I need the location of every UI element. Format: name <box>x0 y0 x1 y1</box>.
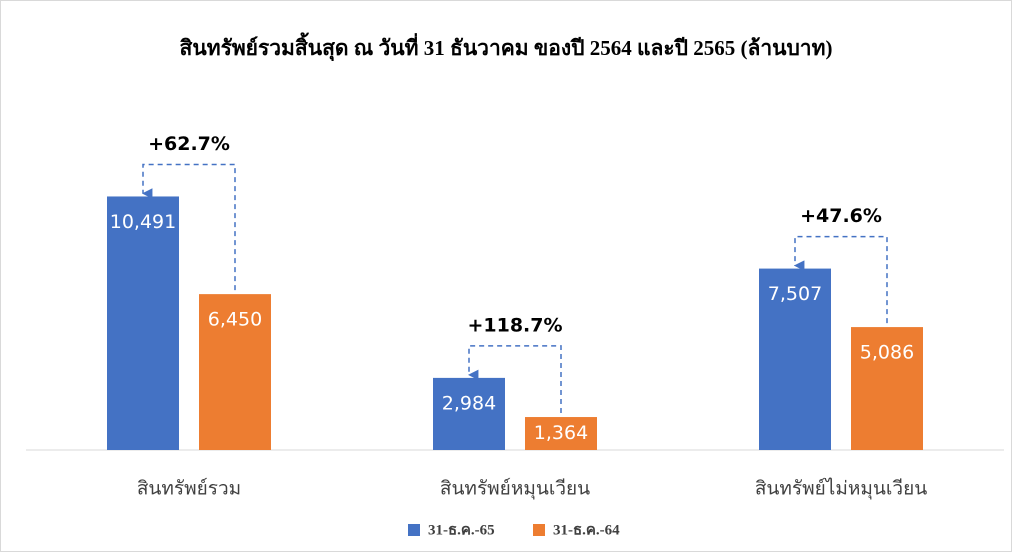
chart-title: สินทรัพย์รวมสิ้นสุด ณ วันที่ 31 ธันวาคม … <box>179 32 832 62</box>
change-arrow <box>793 235 888 324</box>
value-label: 7,507 <box>768 283 822 305</box>
legend-swatch <box>533 524 545 536</box>
legend-swatch <box>408 524 420 536</box>
value-label: 1,364 <box>534 422 588 444</box>
bar <box>851 327 923 450</box>
legend-label: 31-ธ.ค.-65 <box>428 522 495 538</box>
change-label: +118.7% <box>467 314 562 336</box>
value-label: 2,984 <box>442 392 496 414</box>
change-label: +47.6% <box>800 205 882 227</box>
change-label: +62.7% <box>148 133 230 155</box>
bar <box>199 294 271 450</box>
legend-label: 31-ธ.ค.-64 <box>553 522 620 538</box>
bar <box>525 417 597 450</box>
value-label: 10,491 <box>110 211 176 233</box>
x-tick-label: สินทรัพย์หมุนเวียน <box>440 477 590 500</box>
bar <box>433 377 505 450</box>
bar <box>759 268 831 450</box>
value-label: 6,450 <box>208 309 262 331</box>
x-tick-label: สินทรัพย์ไม่หมุนเวียน <box>755 477 927 500</box>
x-tick-label: สินทรัพย์รวม <box>137 477 241 499</box>
change-arrow <box>141 163 236 291</box>
bar <box>107 196 179 450</box>
value-label: 5,086 <box>860 342 914 364</box>
change-arrow <box>467 345 562 414</box>
